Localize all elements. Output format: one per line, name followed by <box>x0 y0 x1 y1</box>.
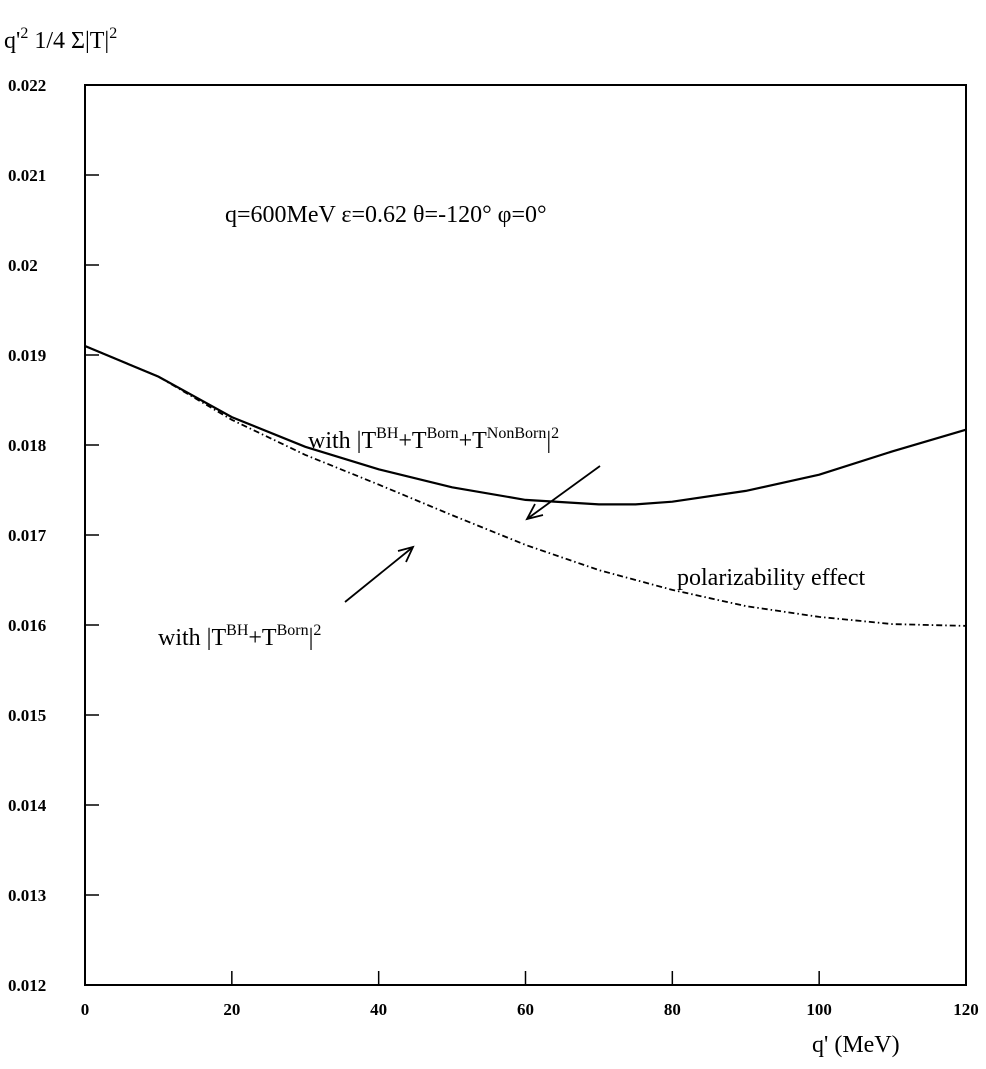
x-tick-label: 100 <box>806 1000 832 1019</box>
y-tick-label: 0.021 <box>8 166 46 185</box>
text-part: | <box>309 625 314 651</box>
superscript: Born <box>427 425 459 442</box>
text-part: with |T <box>158 625 226 651</box>
text-part: +T <box>398 428 427 454</box>
superscript: NonBorn <box>487 425 547 442</box>
text-part: 1/4 Σ|T| <box>28 28 109 54</box>
annotation: q=600MeV ε=0.62 θ=-120° φ=0° <box>225 202 547 228</box>
x-tick-label: 0 <box>81 1000 90 1019</box>
superscript: 2 <box>20 25 28 42</box>
y-tick-label: 0.014 <box>8 796 47 815</box>
arrow-head <box>397 545 415 563</box>
superscript: BH <box>376 425 399 442</box>
series-label: with |TBH+TBorn+TNonBorn|2 <box>308 425 559 454</box>
x-tick-label: 80 <box>664 1000 681 1019</box>
text-part: +T <box>248 625 277 651</box>
y-axis-title: q'2 1/4 Σ|T|2 <box>4 25 117 54</box>
text-part: q' <box>4 28 20 54</box>
y-tick-label: 0.017 <box>8 526 47 545</box>
arrow-head <box>525 503 544 521</box>
arrows <box>344 465 601 603</box>
text-part: +T <box>459 428 488 454</box>
y-tick-label: 0.02 <box>8 256 38 275</box>
x-tick-label: 40 <box>370 1000 387 1019</box>
y-tick-label: 0.012 <box>8 976 46 995</box>
x-tick-label: 120 <box>953 1000 979 1019</box>
arrow <box>526 465 601 520</box>
text-part: | <box>546 428 551 454</box>
text-part: with |T <box>308 428 376 454</box>
superscript: Born <box>277 622 309 639</box>
y-tick-label: 0.019 <box>8 346 46 365</box>
x-tick-label: 60 <box>517 1000 534 1019</box>
superscript: 2 <box>313 622 321 639</box>
y-tick-label: 0.013 <box>8 886 46 905</box>
series-line <box>84 345 967 627</box>
series-line <box>84 344 967 506</box>
y-tick-label: 0.018 <box>8 436 46 455</box>
series-label: with |TBH+TBorn|2 <box>158 622 321 651</box>
y-tick-label: 0.016 <box>8 616 46 635</box>
y-tick-label: 0.022 <box>8 76 46 95</box>
y-tick-label: 0.015 <box>8 706 46 725</box>
x-axis-title: q' (MeV) <box>812 1032 900 1058</box>
annotation: polarizability effect <box>677 565 865 591</box>
superscript: 2 <box>109 25 117 42</box>
arrow <box>344 546 414 603</box>
x-tick-label: 20 <box>223 1000 240 1019</box>
superscript: BH <box>226 622 249 639</box>
superscript: 2 <box>551 425 559 442</box>
